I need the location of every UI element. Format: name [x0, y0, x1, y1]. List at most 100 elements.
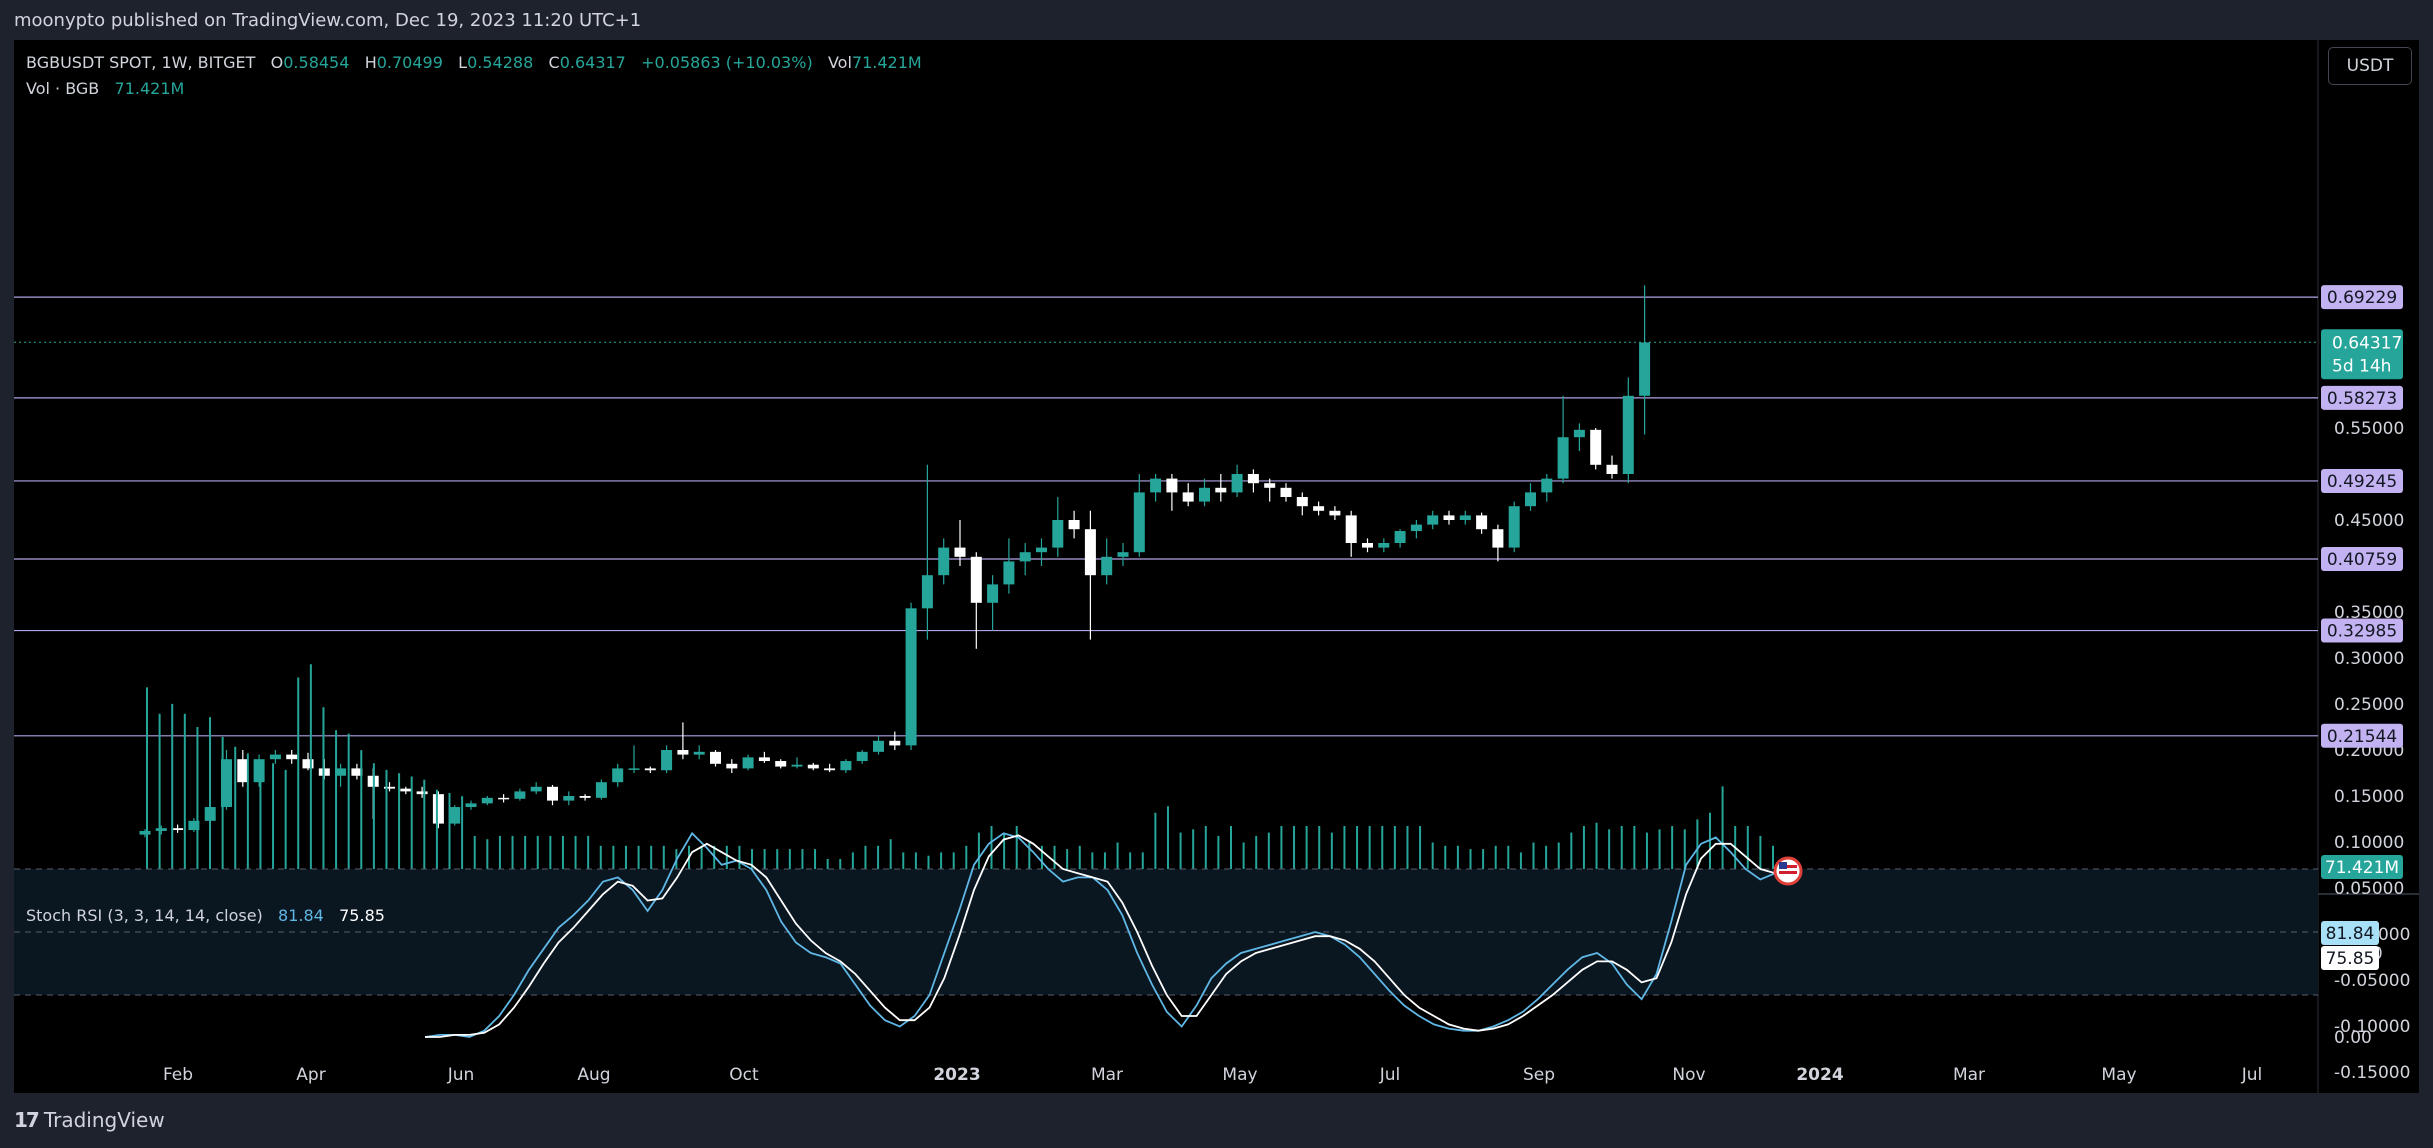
candle	[188, 818, 200, 832]
candle	[987, 575, 999, 631]
low-label: L	[458, 53, 468, 72]
time-tick-label: May	[2101, 1065, 2136, 1085]
stoch-rsi-k-value: 81.84	[278, 906, 324, 925]
candle-body	[1459, 515, 1471, 520]
candle	[530, 782, 542, 795]
tradingview-logo[interactable]: 17 TradingView	[14, 1108, 165, 1132]
candle	[432, 791, 444, 829]
candle	[1182, 483, 1194, 507]
candle-body	[498, 797, 510, 800]
price-tick-label: 0.35000	[2334, 603, 2404, 623]
candle	[1443, 510, 1455, 525]
candle-body	[612, 768, 624, 783]
candle	[1459, 510, 1471, 525]
open-label: O	[270, 53, 284, 72]
candle	[237, 750, 249, 787]
time-tick-label: Feb	[163, 1065, 193, 1085]
candle-body	[481, 797, 493, 804]
candle-body	[970, 556, 982, 603]
candle-body	[742, 757, 754, 769]
volume-value-box	[2321, 855, 2403, 879]
candle	[710, 750, 721, 767]
candle	[221, 750, 232, 810]
time-axis[interactable]: Feb Apr Jun Aug Oct 2023 Mar May Jul Sep Nov 2024 Ma…	[163, 1065, 2262, 1085]
candle	[1525, 483, 1536, 511]
candle-body	[1476, 515, 1488, 530]
candle-body	[1525, 492, 1536, 507]
candle-body	[1166, 478, 1178, 493]
candle-body	[1231, 474, 1243, 493]
candle-body	[351, 768, 363, 776]
symbol-name: BGBUSDT SPOT, 1W, BITGET	[26, 53, 256, 72]
price-tick-label: 0.25000	[2334, 695, 2404, 715]
time-tick-label: May	[1222, 1065, 1257, 1085]
candle	[1427, 510, 1439, 530]
level-label-box	[2321, 285, 2403, 310]
candle	[1084, 510, 1096, 640]
tradingview-brand: TradingView	[43, 1108, 165, 1132]
stoch-rsi-name: Stoch RSI (3, 3, 14, 14, close)	[26, 906, 263, 925]
candle	[253, 754, 265, 787]
level-label-box	[2321, 385, 2403, 410]
candle-body	[1573, 429, 1585, 438]
candle-body	[1052, 520, 1064, 548]
candle	[1590, 428, 1602, 470]
candle	[1378, 538, 1390, 553]
time-tick-label: Sep	[1523, 1065, 1555, 1085]
close-label: C	[548, 53, 560, 72]
candle	[286, 750, 298, 764]
countdown-text: 5d 14h	[2332, 356, 2391, 376]
candle-body	[1410, 524, 1422, 532]
candle	[351, 763, 363, 780]
candle-body	[1084, 529, 1096, 576]
published-info: moonypto published on TradingView.com, D…	[14, 10, 642, 31]
symbol-legend[interactable]: BGBUSDT SPOT, 1W, BITGET O0.58454 H0.704…	[26, 53, 922, 72]
volume-legend[interactable]: Vol · BGB 71.421M	[26, 79, 184, 98]
vol-value: 71.421M	[851, 53, 922, 72]
time-tick-label: Mar	[1091, 1065, 1123, 1085]
currency-button[interactable]: USDT	[2328, 47, 2412, 85]
stoch-rsi-pane: 40.000.00	[14, 831, 2383, 1048]
candle-body	[1068, 520, 1080, 530]
level-label-box	[2321, 547, 2403, 572]
candle-body	[726, 763, 738, 769]
candle-body	[1150, 478, 1162, 493]
candle-body	[1247, 474, 1259, 484]
candle	[1410, 520, 1422, 539]
candle	[726, 759, 738, 773]
price-axis-labels: 0.69229 0.58273 0.49245 0.40759 0.32985 0.215…	[2321, 285, 2403, 970]
candle-body	[1036, 547, 1047, 553]
level-label-text: 0.49245	[2327, 472, 2397, 492]
flag-event-icon[interactable]	[1773, 856, 1803, 886]
candle-body	[710, 751, 721, 764]
candle-body	[530, 786, 542, 792]
candle-body	[921, 575, 933, 609]
candle-body	[1622, 395, 1634, 474]
volume-indicator-value: 71.421M	[114, 79, 185, 98]
candle	[889, 731, 901, 750]
candle	[938, 538, 950, 585]
level-label-text: 0.40759	[2327, 550, 2397, 570]
candle-body	[1280, 487, 1292, 497]
candle	[840, 759, 852, 773]
candle-body	[1557, 437, 1569, 479]
price-axis[interactable]: 0.550000.450000.350000.300000.250000.200…	[2334, 419, 2410, 1083]
candle	[563, 791, 575, 806]
candle	[775, 759, 787, 769]
candle	[1003, 538, 1015, 594]
candle-body	[514, 791, 526, 799]
candle	[1231, 464, 1243, 497]
candle-body	[221, 759, 232, 808]
candle	[1150, 474, 1162, 502]
stoch-rsi-legend[interactable]: Stoch RSI (3, 3, 14, 14, close) 81.84 75…	[26, 906, 385, 925]
candle-body	[139, 830, 151, 835]
candle-body	[547, 786, 558, 801]
candle-body	[1362, 543, 1373, 548]
candle	[954, 520, 966, 566]
candle	[1639, 285, 1651, 435]
candle-body	[1182, 492, 1194, 502]
candle	[1606, 455, 1618, 479]
candle-body	[1378, 543, 1390, 548]
candle	[1508, 501, 1520, 553]
